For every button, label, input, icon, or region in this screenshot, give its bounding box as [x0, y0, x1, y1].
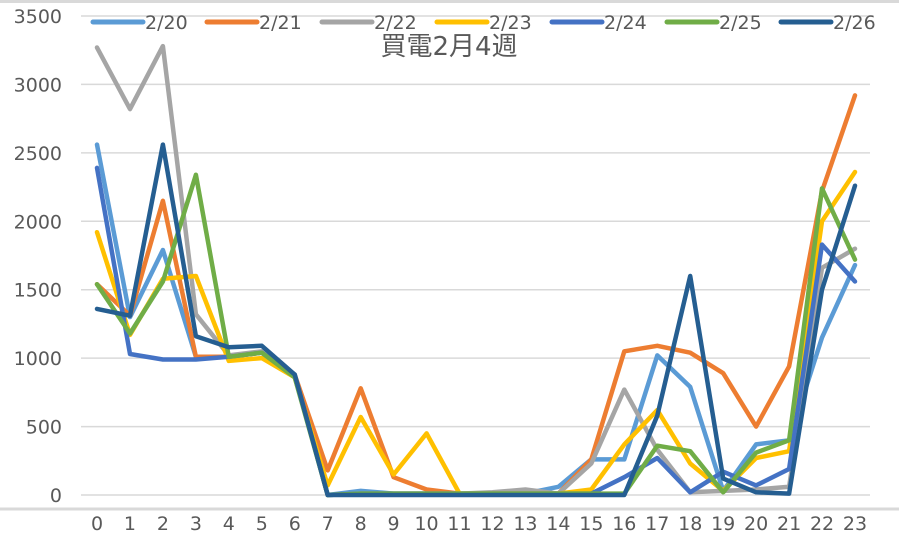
chart-title: 買電2月4週	[380, 32, 517, 62]
chart-frame-border	[0, 0, 899, 3]
y-tick-label: 2000	[14, 211, 62, 233]
x-tick-label: 15	[579, 513, 603, 535]
legend-item: 2/20	[90, 12, 188, 34]
series-line-2-21	[94, 93, 858, 496]
x-tick-label: 13	[513, 513, 537, 535]
legend-label: 2/21	[259, 12, 302, 34]
x-tick-label: 18	[678, 513, 702, 535]
x-tick-label: 6	[289, 513, 301, 535]
x-tick-label: 4	[223, 513, 235, 535]
x-axis-labels: 0 1 2 3 4 5 6 7 8 9 10 11 12 13 14 15 16 17 18 19 20 21 22 23	[91, 513, 867, 535]
x-tick-label: 5	[256, 513, 268, 535]
x-tick-label: 12	[480, 513, 504, 535]
series-line-2-22	[94, 43, 858, 498]
y-tick-label: 0	[50, 485, 62, 507]
legend-label: 2/22	[374, 12, 417, 34]
x-tick-label: 22	[810, 513, 834, 535]
legend-label: 2/25	[719, 12, 762, 34]
x-tick-label: 19	[711, 513, 735, 535]
x-tick-label: 8	[355, 513, 367, 535]
legend-label: 2/23	[489, 12, 532, 34]
x-tick-label: 0	[91, 513, 103, 535]
x-tick-label: 2	[157, 513, 169, 535]
y-tick-label: 3500	[14, 6, 62, 28]
legend-label: 2/24	[604, 12, 647, 34]
x-tick-label: 10	[414, 513, 438, 535]
y-tick-label: 3000	[14, 74, 62, 96]
series-lines	[94, 43, 858, 498]
x-tick-label: 3	[190, 513, 202, 535]
legend-item: 2/24	[549, 12, 647, 34]
x-tick-label: 17	[645, 513, 669, 535]
y-tick-label: 500	[26, 417, 62, 439]
legend-item: 2/25	[664, 12, 762, 34]
y-axis-labels: 0 500 1000 1500 2000 2500 3000 3500	[14, 6, 62, 507]
legend-item: 2/23	[434, 12, 532, 34]
legend-item: 2/26	[778, 12, 876, 34]
series-line-2-26	[94, 142, 858, 498]
y-tick-label: 1500	[14, 280, 62, 302]
x-tick-label: 14	[546, 513, 570, 535]
x-tick-label: 20	[744, 513, 768, 535]
legend-label: 2/26	[833, 12, 876, 34]
x-tick-label: 7	[322, 513, 334, 535]
legend-label: 2/20	[145, 12, 188, 34]
y-tick-label: 1000	[14, 348, 62, 370]
legend-item: 2/21	[204, 12, 302, 34]
legend: 2/20 2/21 2/22 2/23 2/24 2/25 2/26	[90, 12, 876, 34]
x-tick-label: 11	[447, 513, 471, 535]
x-tick-label: 1	[124, 513, 136, 535]
x-tick-label: 9	[388, 513, 400, 535]
x-tick-label: 23	[843, 513, 867, 535]
legend-item: 2/22	[319, 12, 417, 34]
x-tick-label: 16	[612, 513, 636, 535]
x-tick-label: 21	[777, 513, 801, 535]
y-tick-label: 2500	[14, 143, 62, 165]
